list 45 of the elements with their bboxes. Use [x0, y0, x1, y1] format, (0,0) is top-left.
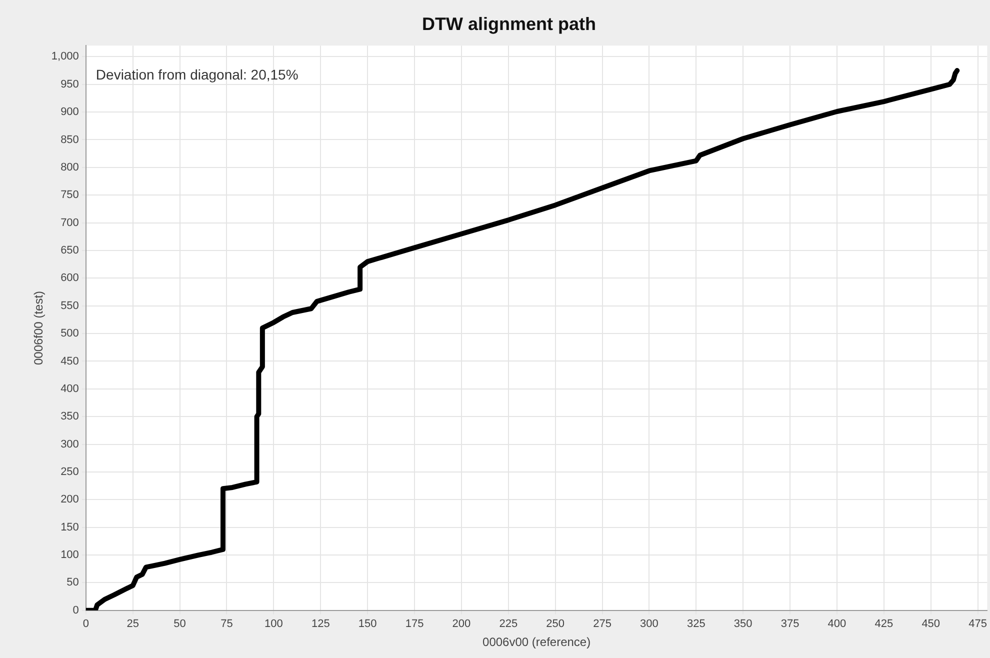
x-tick-label: 25 — [126, 618, 139, 630]
y-tick-label: 100 — [60, 549, 79, 562]
x-tick-label: 325 — [686, 618, 706, 630]
x-tick-label: 425 — [874, 618, 894, 630]
y-tick-label: 350 — [60, 410, 79, 423]
y-tick-label: 750 — [60, 189, 79, 202]
annotation: Deviation from diagonal: 20,15% — [96, 66, 298, 82]
y-tick-label: 550 — [60, 300, 79, 312]
x-tick-label: 375 — [780, 618, 800, 630]
x-axis-title: 0006v00 (reference) — [482, 635, 591, 650]
x-tick-label: 450 — [922, 618, 940, 630]
y-tick-label: 200 — [60, 494, 79, 506]
x-tick-label: 475 — [968, 618, 987, 630]
x-tick-label: 400 — [828, 618, 846, 630]
x-tick-label: 300 — [640, 618, 658, 630]
x-tick-label: 250 — [546, 618, 565, 630]
y-tick-label: 800 — [60, 161, 79, 174]
x-tick-label: 175 — [405, 618, 424, 630]
x-tick-label: 200 — [452, 618, 471, 630]
y-tick-label: 700 — [60, 216, 79, 229]
x-tick-label: 0 — [82, 618, 89, 630]
y-tick-label: 500 — [60, 328, 79, 340]
x-tick-label: 125 — [311, 618, 330, 630]
x-tick-label: 225 — [499, 618, 518, 630]
chart-title: DTW alignment path — [422, 14, 596, 34]
y-tick-label: 400 — [60, 382, 79, 395]
x-tick-label: 350 — [734, 618, 752, 630]
y-tick-label: 0 — [72, 604, 79, 616]
y-tick-label: 650 — [60, 244, 79, 257]
x-tick-label: 275 — [593, 618, 612, 630]
y-tick-label: 300 — [60, 438, 79, 450]
x-tick-label: 50 — [174, 618, 186, 630]
x-tick-label: 100 — [264, 618, 283, 630]
y-tick-label: 1,000 — [51, 50, 79, 63]
y-tick-label: 450 — [60, 355, 79, 368]
x-tick-label: 150 — [358, 618, 377, 630]
y-tick-label: 600 — [60, 272, 79, 284]
y-tick-label: 950 — [60, 78, 79, 90]
x-tick-label: 75 — [220, 618, 233, 630]
y-tick-label: 850 — [60, 134, 79, 146]
y-tick-label: 250 — [60, 466, 79, 478]
y-tick-label: 50 — [66, 576, 79, 589]
y-axis-title: 0006f00 (test) — [32, 290, 46, 366]
y-tick-label: 900 — [60, 106, 79, 118]
y-tick-label: 150 — [60, 521, 79, 534]
